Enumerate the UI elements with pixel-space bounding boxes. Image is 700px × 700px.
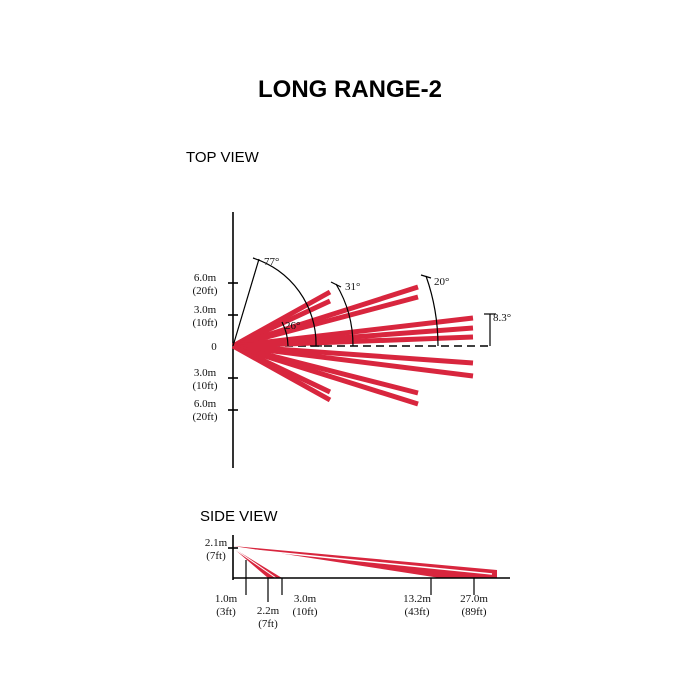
range-label: (10ft) <box>292 606 317 618</box>
height-label: (7ft) <box>206 550 226 562</box>
title: LONG RANGE-2 <box>258 76 442 103</box>
y-label: 3.0m <box>194 367 217 379</box>
angle-label: 8.3° <box>493 312 511 324</box>
side-view-drawing <box>228 535 510 602</box>
range-label: (43ft) <box>404 606 429 618</box>
range-label: 1.0m <box>215 593 238 605</box>
y-label: (10ft) <box>192 317 217 329</box>
y-label: 6.0m <box>194 398 217 410</box>
y-label: 6.0m <box>194 272 217 284</box>
range-label: 27.0m <box>460 593 488 605</box>
y-label: (10ft) <box>192 380 217 392</box>
range-label: 3.0m <box>294 593 317 605</box>
top-view-drawing <box>228 212 496 468</box>
angle-label: 31° <box>345 281 360 293</box>
angle-label: 26° <box>285 320 300 332</box>
angle-label: 20° <box>434 276 449 288</box>
y-label: 0 <box>211 341 217 353</box>
y-label: (20ft) <box>192 285 217 297</box>
top-view-label: TOP VIEW <box>186 149 260 166</box>
range-label: (7ft) <box>258 618 278 630</box>
range-label: 13.2m <box>403 593 431 605</box>
height-label: 2.1m <box>205 537 228 549</box>
y-label: 3.0m <box>194 304 217 316</box>
side-view-label: SIDE VIEW <box>200 508 278 525</box>
range-label: (89ft) <box>461 606 486 618</box>
angle-label: 77° <box>264 256 279 268</box>
range-label: (3ft) <box>216 606 236 618</box>
y-label: (20ft) <box>192 411 217 423</box>
range-label: 2.2m <box>257 605 280 617</box>
